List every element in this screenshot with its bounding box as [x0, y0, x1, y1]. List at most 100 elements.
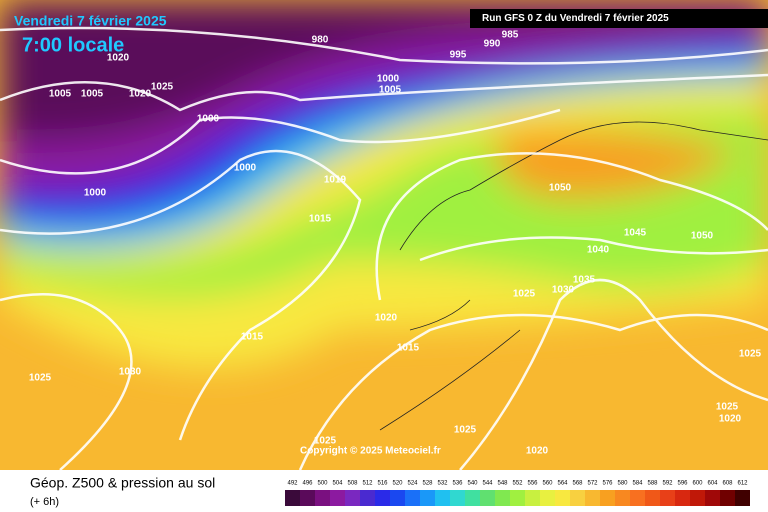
scale-swatch — [465, 490, 480, 506]
isobar-label: 1030 — [552, 285, 575, 296]
scale-swatch — [390, 490, 405, 506]
isobar-label: 1025 — [716, 402, 739, 413]
scale-label: 492 — [287, 481, 298, 487]
scale-swatch — [720, 490, 735, 506]
scale-label: 496 — [302, 481, 313, 487]
scale-label: 532 — [437, 481, 448, 487]
scale-label: 548 — [497, 481, 508, 487]
scale-swatch — [360, 490, 375, 506]
scale-swatch — [510, 490, 525, 506]
scale-swatch — [615, 490, 630, 506]
scale-label: 512 — [362, 481, 373, 487]
scale-swatch — [630, 490, 645, 506]
scale-swatch — [495, 490, 510, 506]
isobar-label: 1000 — [377, 74, 400, 85]
scale-swatch — [315, 490, 330, 506]
scale-swatch — [480, 490, 495, 506]
isobar-label: 1005 — [379, 85, 402, 96]
isobar-label: 1020 — [526, 446, 549, 457]
scale-swatch — [375, 490, 390, 506]
geopotential-field — [0, 0, 768, 471]
date-label: Vendredi 7 février 2025 — [14, 13, 167, 29]
isobar-label: 1000 — [84, 188, 107, 199]
isobar-label: 1005 — [49, 89, 72, 100]
isobar-label: 1025 — [314, 436, 337, 447]
scale-swatch — [330, 490, 345, 506]
scale-label: 504 — [332, 481, 343, 487]
scale-label: 544 — [482, 481, 493, 487]
isobar-label: 1025 — [739, 349, 762, 360]
scale-swatch — [675, 490, 690, 506]
scale-swatch — [735, 490, 750, 506]
footer-title: Géop. Z500 & pression au sol — [30, 475, 215, 491]
isobar-label: 1050 — [691, 231, 714, 242]
copyright: Copyright © 2025 Meteociel.fr — [300, 446, 441, 457]
scale-label: 560 — [542, 481, 553, 487]
scale-label: 592 — [662, 481, 673, 487]
footer-lead: (+ 6h) — [30, 496, 59, 508]
isobar-label: 1020 — [719, 414, 742, 425]
scale-swatch — [345, 490, 360, 506]
isobar-label: 990 — [484, 39, 501, 50]
scale-label: 500 — [317, 481, 328, 487]
isobar-label: 1015 — [309, 214, 332, 225]
scale-label: 608 — [722, 481, 733, 487]
isobar-label: 1020 — [129, 89, 152, 100]
isobar-label: 1035 — [573, 275, 596, 286]
isobar-label: 1019 — [324, 175, 347, 186]
isobar-label: 1045 — [624, 228, 647, 239]
isobar-label: 1050 — [549, 183, 572, 194]
scale-swatch — [555, 490, 570, 506]
scale-label: 524 — [407, 481, 418, 487]
scale-swatch — [450, 490, 465, 506]
scale-label: 568 — [572, 481, 583, 487]
isobar-label: 1005 — [81, 89, 104, 100]
scale-swatch — [690, 490, 705, 506]
isobar-label: 1000 — [197, 114, 220, 125]
isobar-label: 1015 — [397, 343, 420, 354]
isobar-label: 980 — [312, 35, 329, 46]
scale-label: 576 — [602, 481, 613, 487]
scale-swatch — [600, 490, 615, 506]
scale-label: 588 — [647, 481, 658, 487]
isobar-label: 1020 — [375, 313, 398, 324]
scale-swatch — [525, 490, 540, 506]
isobar-label: 1000 — [234, 163, 257, 174]
scale-swatch — [420, 490, 435, 506]
scale-label: 564 — [557, 481, 568, 487]
color-scale: 492 496 500 504 508 512 516 520 524 528 532 536 540 5… — [285, 481, 750, 506]
scale-label: 520 — [392, 481, 403, 487]
isobar-label: 1040 — [587, 245, 610, 256]
scale-label: 612 — [737, 481, 748, 487]
scale-label: 580 — [617, 481, 628, 487]
time-label: 7:00 locale — [22, 34, 124, 56]
scale-label: 508 — [347, 481, 358, 487]
scale-swatch — [570, 490, 585, 506]
isobar-label: 995 — [450, 50, 467, 61]
scale-label: 556 — [527, 481, 538, 487]
isobar-label: 1025 — [29, 373, 52, 384]
isobar-label: 1025 — [151, 82, 174, 93]
isobar-label: 1015 — [241, 332, 264, 343]
isobar-label: 985 — [502, 30, 519, 41]
scale-label: 596 — [677, 481, 688, 487]
scale-label: 528 — [422, 481, 433, 487]
scale-label: 552 — [512, 481, 523, 487]
scale-label: 572 — [587, 481, 598, 487]
scale-label: 540 — [467, 481, 478, 487]
isobar-label: 1025 — [454, 425, 477, 436]
scale-swatch — [285, 490, 300, 506]
scale-swatch — [705, 490, 720, 506]
scale-label: 516 — [377, 481, 388, 487]
scale-swatch — [585, 490, 600, 506]
scale-label: 536 — [452, 481, 463, 487]
run-banner — [470, 9, 768, 28]
scale-swatch — [660, 490, 675, 506]
scale-swatch — [540, 490, 555, 506]
isobar-label: 1025 — [513, 289, 536, 300]
isobar-label: 1030 — [119, 367, 142, 378]
scale-swatch — [645, 490, 660, 506]
scale-swatch — [435, 490, 450, 506]
